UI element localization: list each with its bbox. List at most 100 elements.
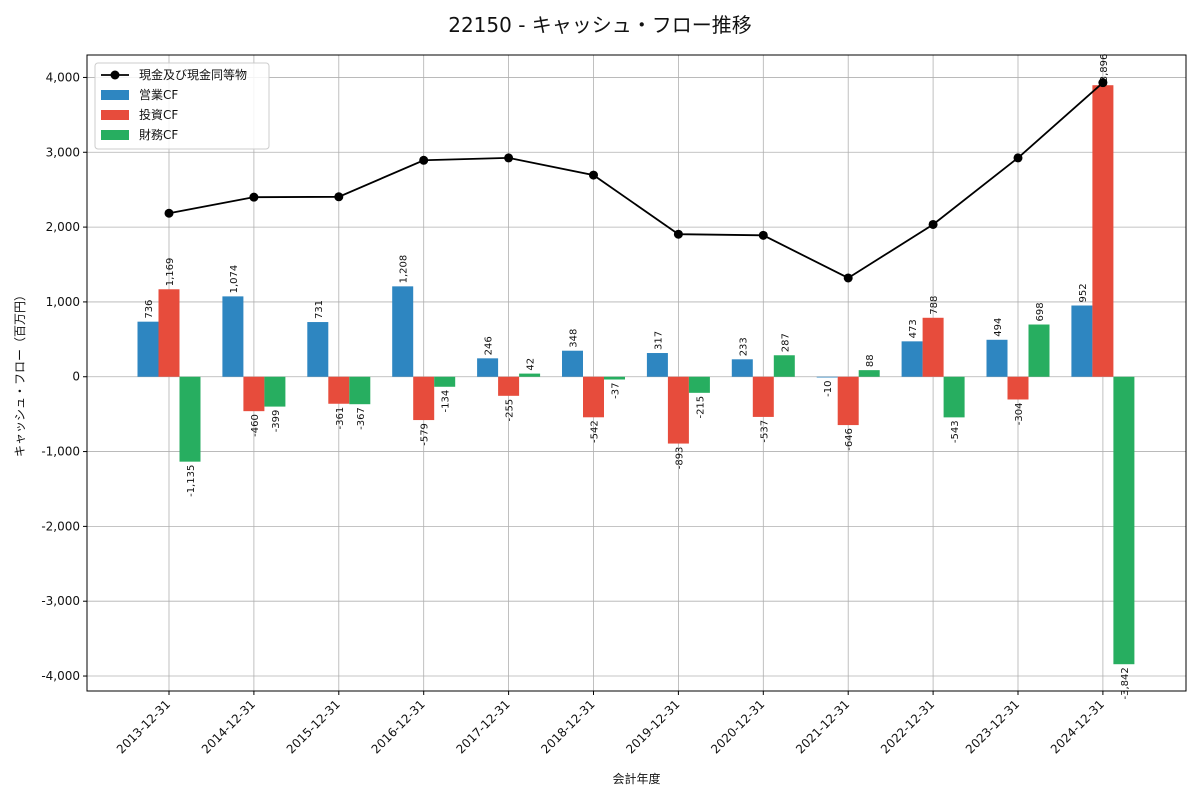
- bar: [328, 376, 350, 404]
- data-label: 736: [144, 300, 155, 319]
- data-label: -579: [420, 423, 431, 446]
- data-label: -215: [695, 396, 706, 419]
- bar: [583, 376, 604, 418]
- bar: [307, 322, 329, 377]
- legend-label: 財務CF: [139, 127, 178, 142]
- data-label: -399: [271, 410, 282, 433]
- data-label: -304: [1014, 402, 1025, 425]
- legend-swatch: [101, 90, 129, 100]
- data-label: 348: [569, 329, 580, 348]
- bar: [604, 376, 625, 380]
- bar: [349, 376, 371, 405]
- cash-point: [589, 170, 598, 180]
- bar: [243, 376, 265, 412]
- bar: [667, 376, 689, 444]
- data-label: 1,074: [229, 265, 240, 294]
- data-label: -537: [759, 420, 770, 443]
- cash-point: [843, 273, 853, 283]
- data-label: 1,169: [165, 258, 176, 287]
- x-tick-label: 2014-12-31: [199, 697, 258, 756]
- data-label: -460: [250, 414, 261, 437]
- x-tick-label: 2013-12-31: [114, 697, 173, 756]
- cash-point: [164, 208, 174, 218]
- legend-label: 現金及び現金同等物: [139, 67, 247, 82]
- y-tick-label: 2,000: [46, 220, 80, 234]
- legend-box: [94, 62, 270, 150]
- legend-swatch: [101, 110, 129, 120]
- data-label: -893: [674, 447, 685, 470]
- x-axis-label: 会計年度: [612, 771, 660, 786]
- data-label: -255: [505, 399, 516, 422]
- bar: [392, 286, 414, 377]
- legend-label: 投資CF: [139, 107, 178, 122]
- x-tick-label: 2022-12-31: [878, 697, 937, 756]
- x-tick-label: 2020-12-31: [708, 697, 767, 756]
- data-label: 88: [865, 354, 876, 367]
- data-label: -10: [823, 380, 834, 396]
- data-label: 731: [314, 300, 325, 319]
- bar: [901, 341, 923, 377]
- cash-point: [1013, 153, 1023, 163]
- data-label: -367: [356, 407, 367, 430]
- cash-point: [249, 192, 259, 202]
- data-label: 317: [653, 331, 664, 350]
- cash-point: [758, 230, 768, 240]
- data-label: 698: [1035, 302, 1046, 321]
- bar: [837, 376, 859, 426]
- data-label: 494: [993, 318, 1004, 337]
- x-tick-label: 2019-12-31: [623, 697, 682, 756]
- cash-line: [168, 82, 1104, 280]
- legend-swatch: [101, 130, 129, 140]
- cash-point: [419, 155, 429, 165]
- data-label: 473: [908, 319, 919, 338]
- bar: [816, 376, 838, 378]
- data-label: -361: [335, 407, 346, 430]
- cash-point: [928, 219, 938, 229]
- bar: [477, 358, 499, 377]
- x-tick-label: 2015-12-31: [284, 697, 343, 756]
- bar: [413, 376, 435, 421]
- bar: [434, 376, 456, 387]
- bar: [943, 376, 965, 418]
- cash-point: [334, 192, 344, 202]
- data-label: -1,135: [186, 465, 197, 497]
- x-tick-label: 2018-12-31: [538, 697, 597, 756]
- bar: [158, 289, 180, 377]
- data-label: -543: [950, 420, 961, 443]
- cash-point: [1098, 78, 1108, 88]
- bar: [858, 370, 880, 377]
- data-label: 788: [929, 296, 940, 315]
- cash-point: [673, 229, 683, 239]
- bar: [1028, 324, 1050, 377]
- data-label: 3,896: [1099, 54, 1110, 83]
- data-label: 42: [526, 358, 537, 371]
- bar: [222, 296, 244, 377]
- bar: [752, 376, 774, 417]
- y-tick-label: -3,000: [41, 594, 80, 608]
- bar: [731, 359, 753, 377]
- data-label: -542: [590, 420, 601, 443]
- bar: [179, 376, 201, 462]
- data-label: 287: [780, 333, 791, 352]
- bar: [1092, 85, 1114, 377]
- data-label: -134: [441, 390, 452, 413]
- bar: [646, 353, 668, 377]
- x-tick-label: 2023-12-31: [963, 697, 1022, 756]
- bar: [688, 376, 710, 393]
- data-label: -37: [611, 383, 622, 399]
- x-tick-label: 2024-12-31: [1048, 697, 1107, 756]
- chart-title: 22150 - キャッシュ・フロー推移: [448, 13, 752, 37]
- x-tick-label: 2016-12-31: [369, 697, 428, 756]
- bar: [1071, 305, 1093, 377]
- y-tick-label: 3,000: [46, 145, 80, 159]
- y-tick-label: 1,000: [46, 295, 80, 309]
- bar: [264, 376, 286, 407]
- data-label: 1,208: [399, 255, 410, 284]
- data-label: 952: [1078, 283, 1089, 302]
- bar: [1007, 376, 1029, 400]
- bar: [986, 339, 1008, 377]
- bar: [519, 373, 541, 377]
- x-tick-label: 2017-12-31: [454, 697, 513, 756]
